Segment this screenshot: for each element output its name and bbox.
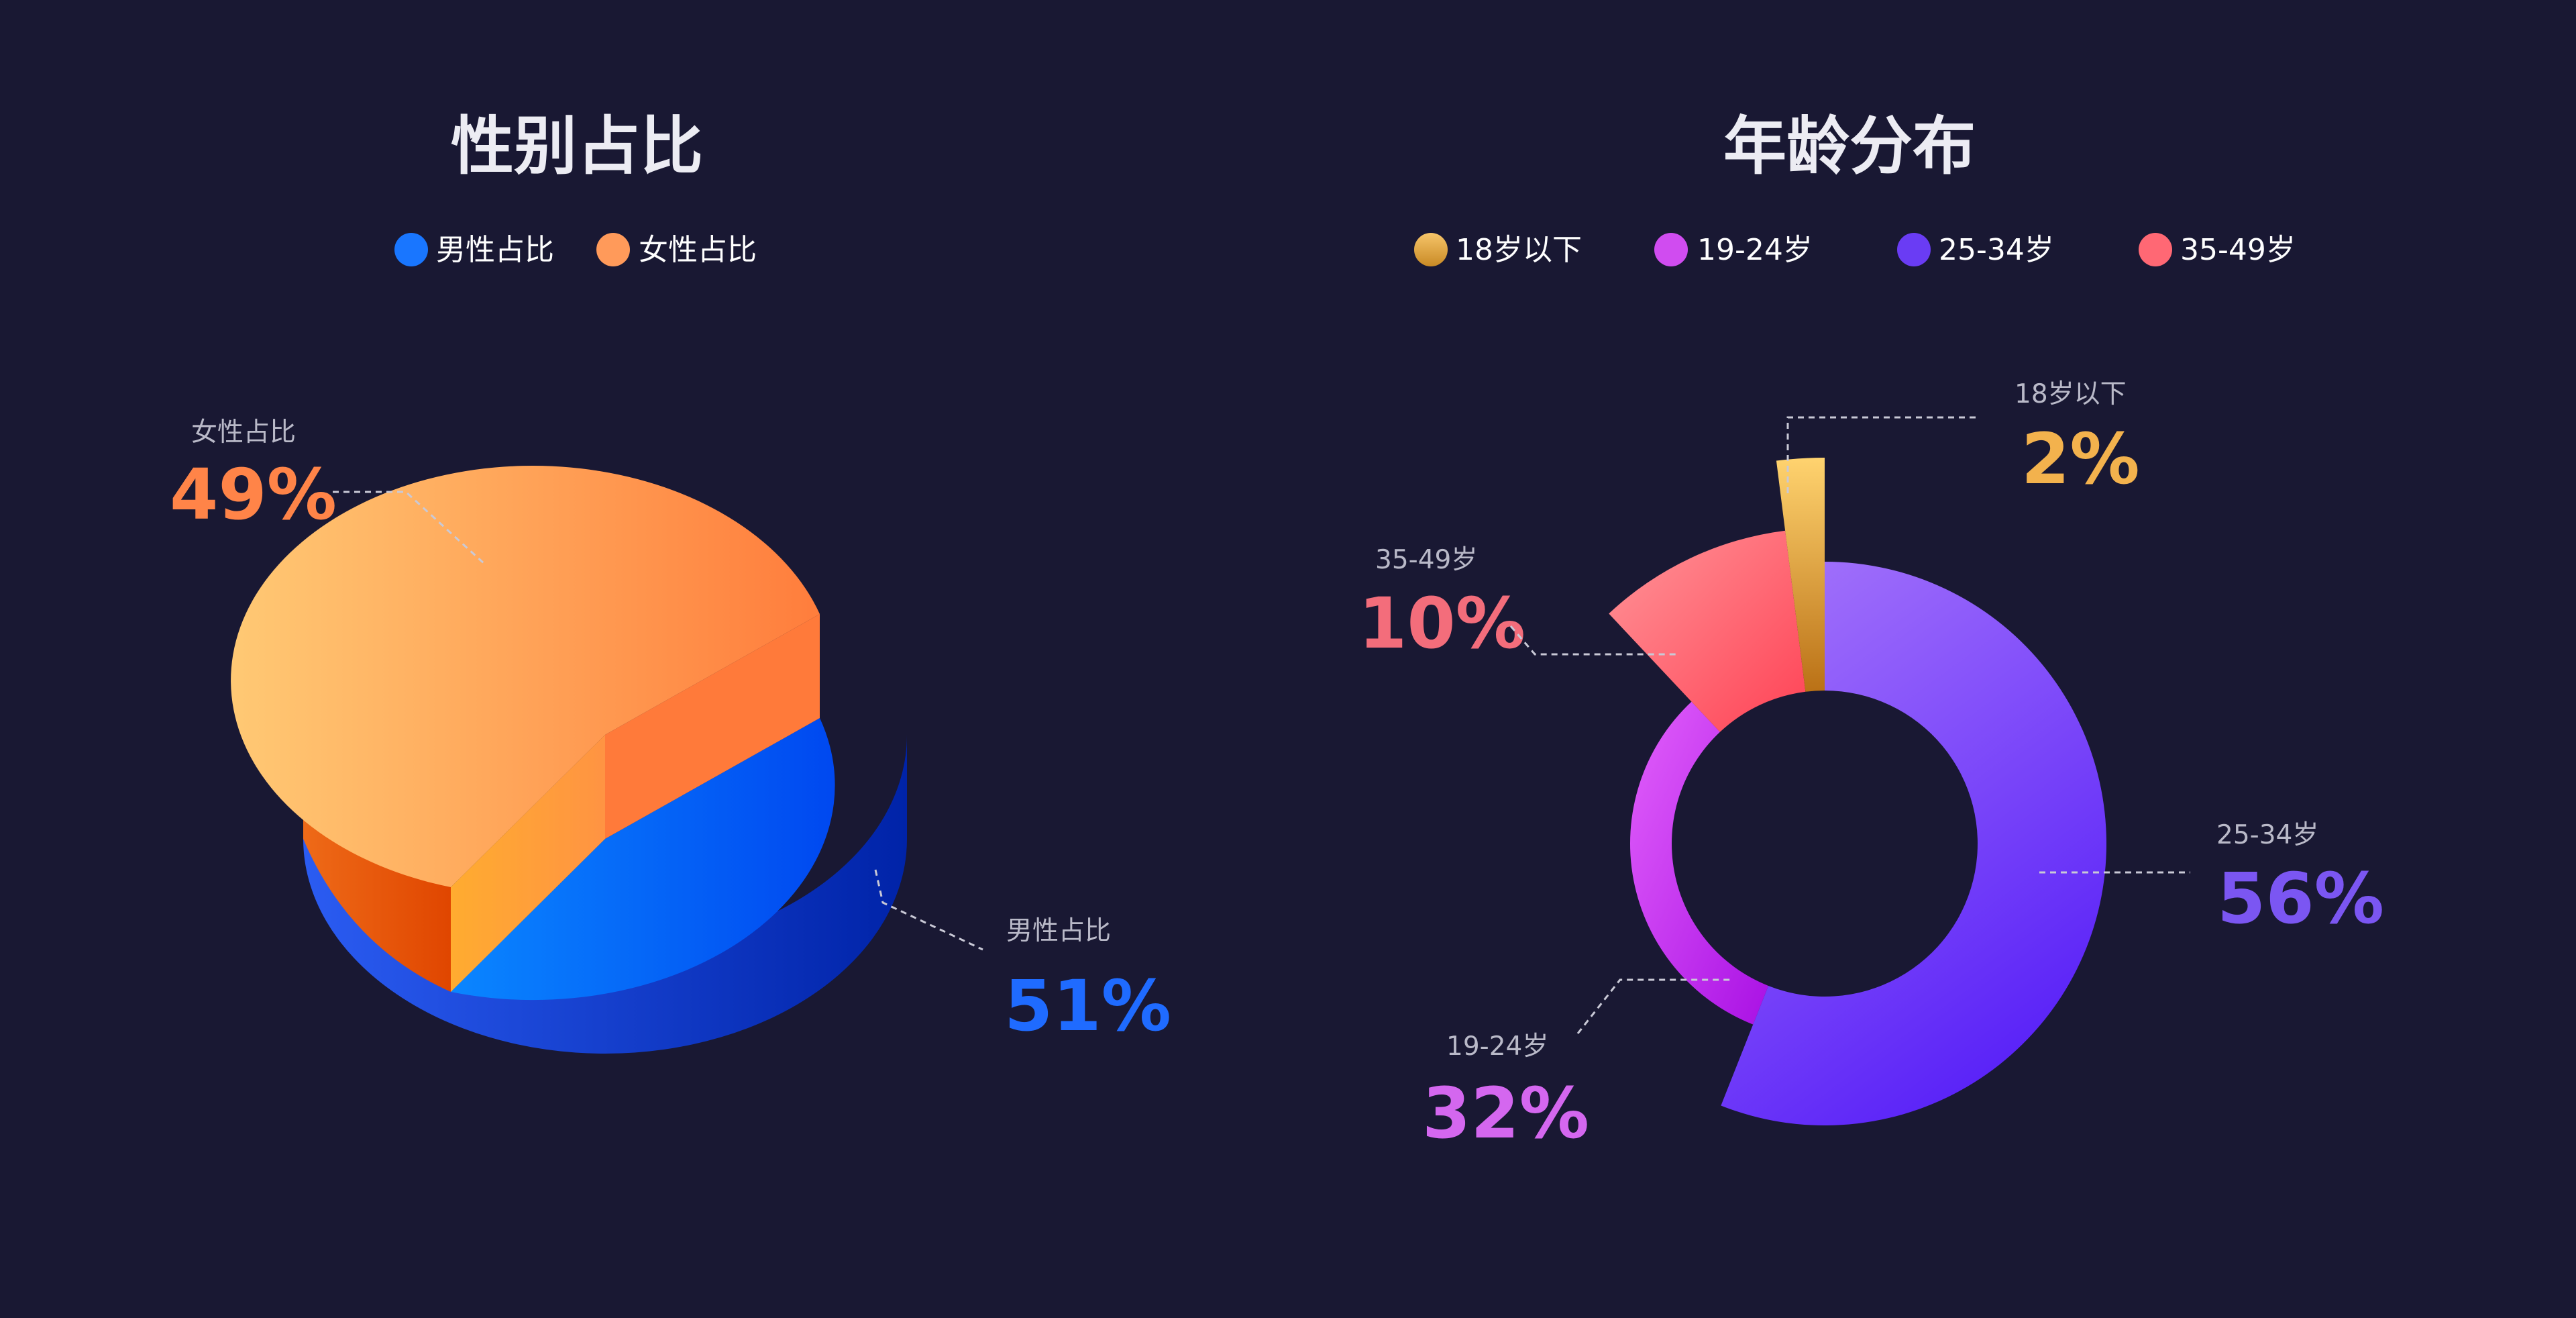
leader-line-female	[333, 491, 486, 565]
annotation-label-female: 女性占比	[191, 417, 296, 448]
annotation-value-25-34: 56%	[2217, 858, 2384, 940]
annotation-label-male: 男性占比	[1006, 916, 1111, 946]
slice-female-cut-back	[605, 614, 820, 839]
annotation-label-under18: 18岁以下	[2015, 379, 2127, 409]
donut-slice-19-24[interactable]	[1630, 701, 1769, 1025]
annotation-label-25-34: 25-34岁	[2216, 820, 2318, 850]
annotation-label-19-24: 19-24岁	[1446, 1031, 1548, 1062]
annotation-label-35-49: 35-49岁	[1375, 545, 1477, 575]
slice-female-top[interactable]	[231, 466, 820, 887]
slice-female-cut-shade	[451, 735, 605, 992]
age-donut	[1609, 458, 2107, 1126]
legend-swatch-19-24	[1654, 233, 1688, 266]
legend-item-male[interactable]: 男性占比	[394, 233, 554, 267]
age-annotations: 18岁以下 2% 35-49岁 10% 25-34岁 56% 19-24岁 32…	[1358, 379, 2384, 1154]
legend-label-female: 女性占比	[639, 233, 757, 267]
legend-label-19-24: 19-24岁	[1697, 233, 1813, 267]
leader-line-male	[874, 869, 983, 951]
legend-swatch-under18	[1414, 233, 1448, 266]
legend-swatch-25-34	[1897, 233, 1931, 266]
donut-slice-25-34[interactable]	[1721, 562, 2107, 1126]
legend-item-19-24[interactable]: 19-24岁	[1654, 233, 1813, 267]
leader-line-19-24	[1576, 978, 1731, 1034]
annotation-value-male: 51%	[1004, 965, 1171, 1047]
legend-label-male: 男性占比	[436, 233, 554, 267]
slice-male-top[interactable]	[451, 718, 835, 1001]
donut-slice-35-49[interactable]	[1609, 530, 1806, 732]
legend-swatch-female	[596, 233, 630, 266]
legend-swatch-male	[394, 233, 428, 266]
annotation-value-35-49: 10%	[1358, 582, 1525, 664]
donut-slice-under18[interactable]	[1776, 458, 1825, 692]
legend-item-25-34[interactable]: 25-34岁	[1897, 233, 2054, 267]
legend-item-35-49[interactable]: 35-49岁	[2139, 233, 2296, 267]
leader-line-under18	[1786, 416, 1976, 495]
legend-item-under18[interactable]: 18岁以下	[1414, 233, 1582, 267]
leader-line-35-49	[1509, 625, 1677, 656]
annotation-value-under18: 2%	[2021, 418, 2140, 500]
legend-item-female[interactable]: 女性占比	[596, 233, 757, 267]
gender-annotations: 女性占比 49% 男性占比 51%	[170, 417, 1171, 1047]
gender-3d-pie	[231, 466, 907, 1054]
legend-label-25-34: 25-34岁	[1939, 233, 2054, 267]
gender-legend: 男性占比 女性占比	[394, 233, 757, 267]
slice-female-cut-front	[451, 735, 605, 992]
legend-label-35-49: 35-49岁	[2180, 233, 2296, 267]
age-legend: 18岁以下 19-24岁 25-34岁 35-49岁	[1414, 233, 2296, 267]
annotation-value-19-24: 32%	[1422, 1072, 1589, 1154]
age-chart-title: 年龄分布	[1723, 110, 1976, 183]
legend-label-under18: 18岁以下	[1456, 233, 1582, 267]
gender-chart-title: 性别占比	[451, 110, 703, 183]
legend-swatch-35-49	[2139, 233, 2172, 266]
annotation-value-female: 49%	[170, 454, 337, 536]
